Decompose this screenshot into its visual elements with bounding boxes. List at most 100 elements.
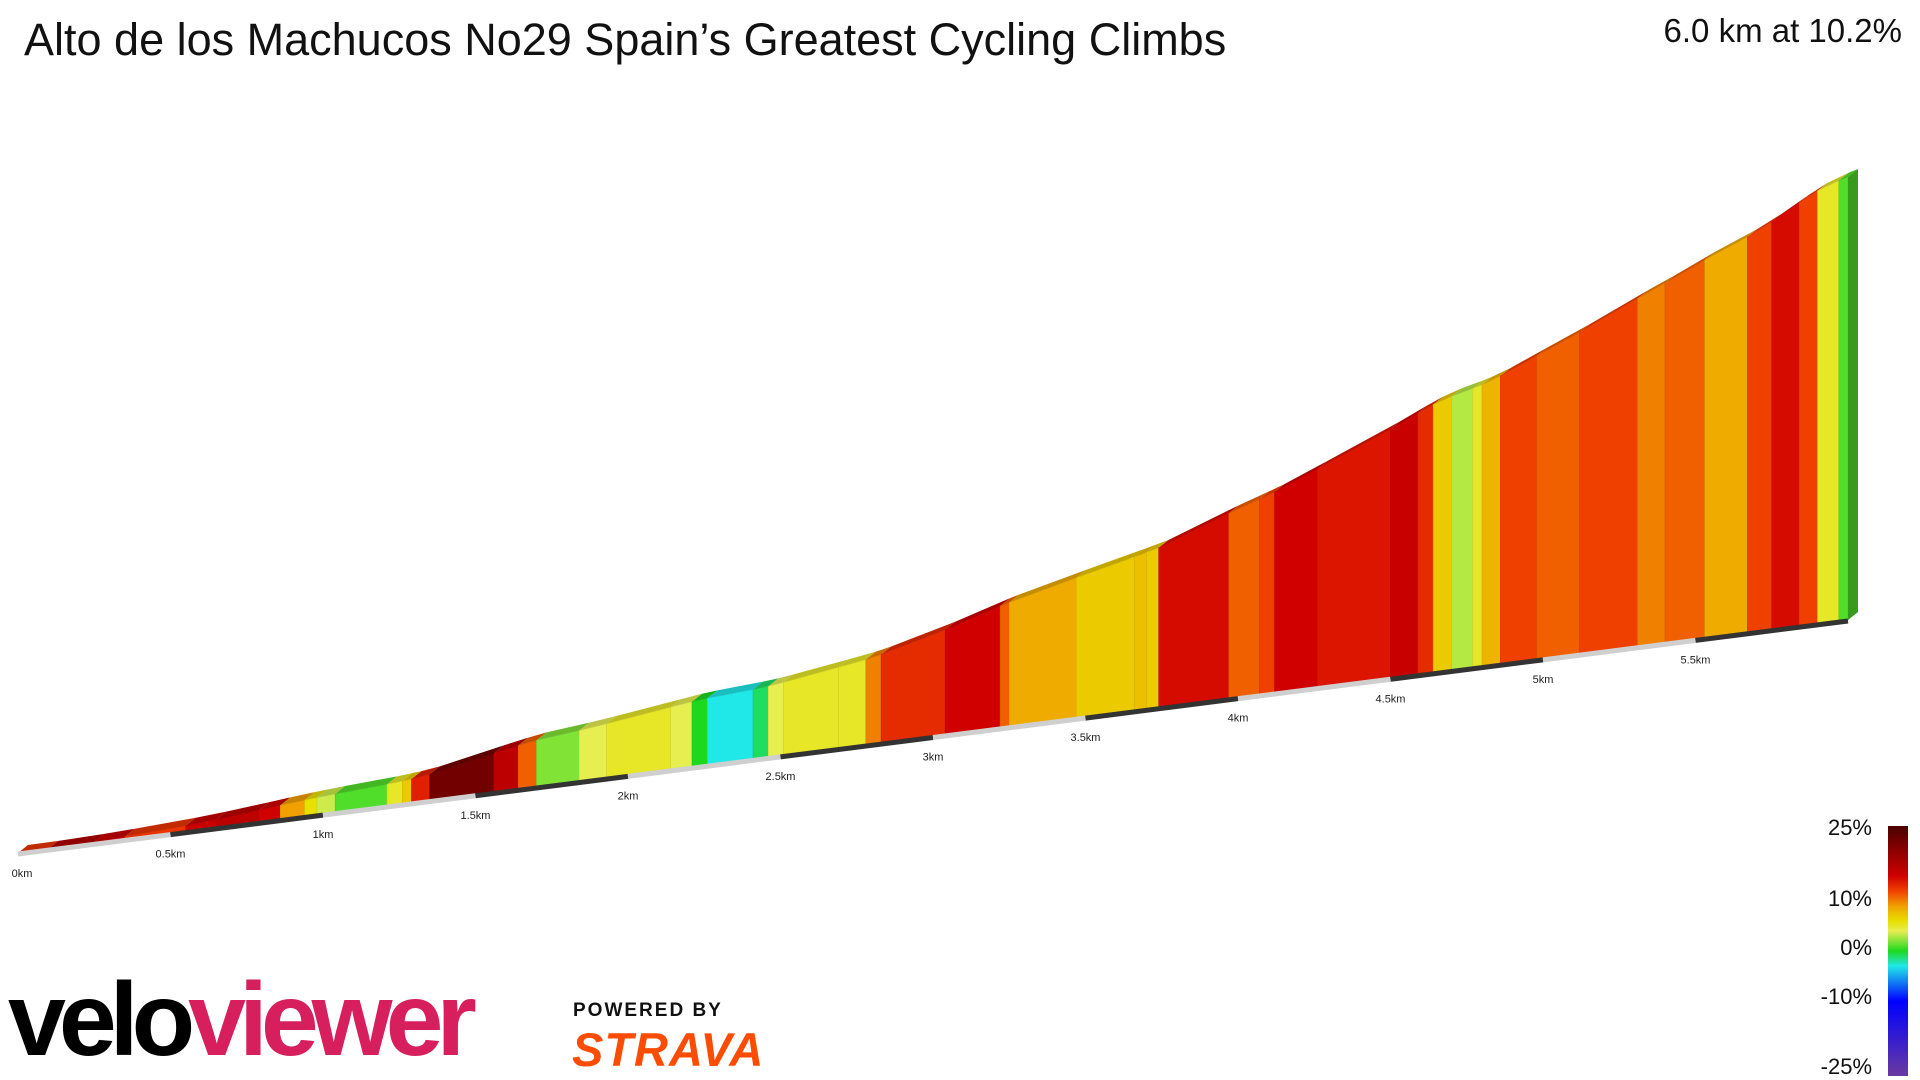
distance-band-5	[780, 735, 934, 760]
segment-top-47	[1536, 324, 1590, 356]
segment-54	[1798, 190, 1818, 627]
plot-area: 0km 0.5km 1km 1.5km 2km 2.5km 3km 3.5km 4km 4.5km…	[12, 169, 1858, 880]
segment-top-1	[48, 833, 105, 849]
segment-top-28	[881, 621, 956, 655]
segment-top-55	[1817, 172, 1849, 191]
segment-56	[1838, 176, 1849, 622]
segment-top-4	[185, 811, 227, 826]
segment-top-32	[1076, 548, 1145, 578]
segment-22	[706, 689, 754, 766]
scale-label-neg10: -10%	[1820, 984, 1872, 1009]
segment-top-50	[1665, 252, 1715, 284]
segment-top-24	[768, 674, 794, 687]
x-tick-label-4: 2km	[618, 790, 639, 802]
segment-18	[578, 723, 607, 782]
segment-21	[691, 697, 708, 768]
segment-47	[1536, 331, 1580, 660]
segment-top-16	[518, 732, 547, 746]
segment-26	[838, 659, 867, 749]
segment-38	[1274, 468, 1318, 694]
segment-top-7	[280, 792, 315, 806]
segment-55	[1817, 180, 1840, 625]
segment-top-45	[1482, 368, 1511, 385]
segment-top-36	[1228, 491, 1270, 514]
profile-end-face	[1848, 169, 1858, 620]
distance-band-3	[475, 773, 629, 799]
x-tick-label-6: 3km	[923, 752, 944, 764]
distance-band-6	[932, 715, 1086, 740]
gradient-color-scale	[1888, 826, 1908, 1076]
segment-24	[767, 682, 784, 758]
segment-top-19	[606, 699, 681, 724]
climb-summary: 6.0 km at 10.2%	[1663, 12, 1902, 49]
segment-top-40	[1390, 404, 1428, 430]
segment-17	[536, 730, 580, 788]
segment-27	[865, 654, 882, 746]
segment-31	[1008, 577, 1077, 728]
segment-top-6	[258, 797, 291, 811]
x-tick-label-9: 4.5km	[1376, 693, 1406, 705]
chart-title: Alto de los Machucos No29 Spain’s Greate…	[24, 14, 1227, 65]
segment-40	[1390, 412, 1419, 679]
segment-top-56	[1838, 169, 1858, 181]
segment-top-25	[783, 659, 849, 683]
segment-top-10	[335, 776, 398, 795]
segment-51	[1704, 236, 1748, 639]
segment-top-44	[1472, 376, 1492, 389]
x-tick-label-2: 1km	[313, 829, 334, 841]
segment-top-23	[753, 678, 779, 690]
x-tick-label-0: 0km	[12, 868, 33, 880]
distance-band-9	[1390, 657, 1544, 682]
veloviewer-logo: veloviewer	[8, 968, 477, 1072]
segment-top-9	[316, 786, 346, 798]
x-tick-label-3: 1.5km	[461, 810, 491, 822]
segment-top-38	[1274, 460, 1328, 492]
segment-top-18	[579, 715, 617, 731]
scale-label-neg25: -25%	[1820, 1054, 1872, 1079]
x-tick-label-10: 5km	[1533, 674, 1554, 686]
x-tick-label-1: 0.5km	[156, 849, 186, 861]
x-tick-label-11: 5.5km	[1681, 654, 1711, 666]
x-tick-label-8: 4km	[1228, 713, 1249, 725]
segment-top-54	[1799, 182, 1828, 203]
powered-by-label: POWERED BY	[573, 1000, 723, 1021]
x-tick-label-7: 3.5km	[1071, 732, 1101, 744]
distance-band-7	[1085, 696, 1239, 721]
segment-16	[517, 739, 537, 790]
segment-top-37	[1259, 483, 1285, 500]
segment-top-22	[707, 681, 764, 699]
distance-band-0	[17, 832, 171, 857]
segment-top-0	[18, 840, 59, 853]
segment-top-26	[838, 651, 876, 668]
segment-top-52	[1747, 213, 1782, 237]
distance-band-10	[1542, 637, 1696, 663]
segment-30	[999, 602, 1010, 729]
segment-36	[1228, 498, 1260, 700]
distance-band-8	[1237, 676, 1391, 702]
segment-top-2	[94, 828, 135, 842]
segment-top-33	[1134, 544, 1157, 557]
segment-23	[752, 686, 769, 760]
segment-top-35	[1158, 505, 1239, 548]
segment-top-11	[387, 773, 413, 785]
segment-53	[1771, 202, 1800, 631]
segment-top-13	[411, 766, 440, 780]
segment-top-29	[945, 598, 1011, 630]
segment-13	[411, 773, 431, 804]
segment-top-48	[1579, 290, 1648, 333]
logo-tail: viewer	[188, 962, 477, 1078]
segment-top-31	[1009, 569, 1087, 603]
segment-50	[1664, 259, 1705, 644]
segment-top-46	[1500, 347, 1547, 377]
distance-band-11	[1695, 618, 1849, 643]
distance-band-1	[170, 812, 324, 838]
segment-32	[1076, 556, 1135, 719]
segment-top-15	[493, 737, 529, 754]
segment-46	[1500, 355, 1538, 665]
segment-35	[1158, 512, 1230, 709]
segment-top-3	[124, 817, 196, 837]
segment-44	[1472, 384, 1483, 669]
scale-label-0: 0%	[1840, 935, 1872, 960]
segment-top-30	[1000, 594, 1020, 607]
segment-top-43	[1451, 380, 1483, 397]
